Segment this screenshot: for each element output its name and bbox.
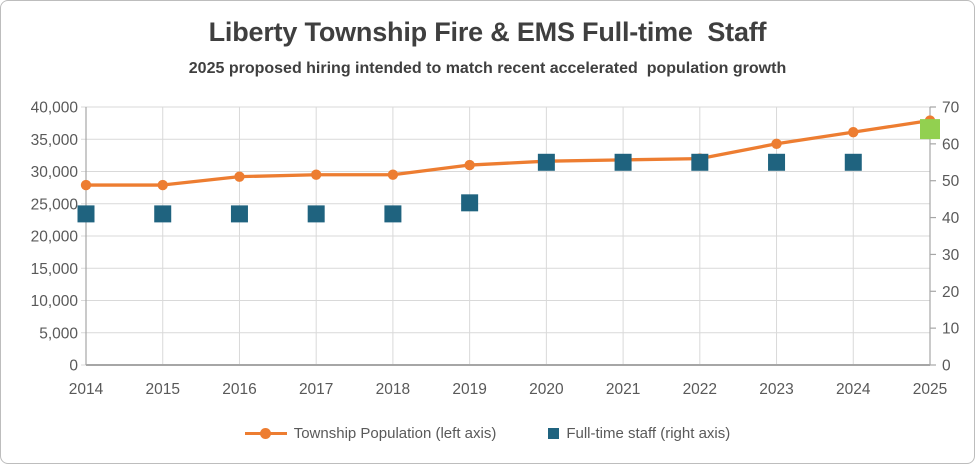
staff-point-2020: [537, 153, 555, 171]
svg-text:2015: 2015: [145, 381, 179, 398]
staff-point-2015: [154, 205, 172, 223]
svg-text:2022: 2022: [683, 381, 717, 398]
population-point-2016: [234, 171, 245, 182]
population-point-2019: [464, 159, 475, 171]
legend-item-population: Township Population (left axis): [244, 424, 497, 442]
svg-text:10: 10: [942, 321, 960, 338]
staff-point-2022: [691, 153, 709, 171]
svg-text:5,000: 5,000: [39, 325, 78, 342]
population-point-2023: [771, 138, 782, 149]
right-axis-labels: 0 10 20 30 40 50 60 70: [942, 100, 960, 375]
svg-text:2018: 2018: [376, 381, 410, 398]
svg-text:2014: 2014: [69, 381, 104, 398]
series-township-population: [80, 115, 936, 191]
svg-text:40,000: 40,000: [31, 100, 79, 117]
x-axis-labels: 2014 2015 2016 2017 2018 2019 2020 2021 2022 2023…: [69, 381, 947, 398]
svg-text:30: 30: [942, 247, 960, 264]
svg-text:35,000: 35,000: [31, 132, 79, 149]
left-axis-labels: 0 5,000 10,000 15,000 20,000 25,000 30,000 35,0…: [31, 100, 79, 375]
svg-text:60: 60: [942, 136, 960, 153]
svg-text:2021: 2021: [606, 381, 640, 398]
square-swatch-icon: [548, 427, 560, 439]
population-point-2018: [387, 169, 399, 180]
staff-point-2021: [614, 153, 632, 171]
population-point-2017: [310, 169, 322, 180]
svg-text:0: 0: [69, 358, 78, 375]
svg-text:40: 40: [942, 210, 960, 227]
line-circle-swatch-icon: [244, 427, 287, 440]
svg-text:2016: 2016: [222, 381, 256, 398]
legend-label-population: Township Population (left axis): [293, 424, 497, 442]
staff-point-2019: [461, 194, 479, 212]
svg-text:2020: 2020: [529, 381, 564, 398]
svg-text:2025: 2025: [913, 381, 947, 398]
legend-label-staff: Full-time staff (right axis): [566, 424, 731, 442]
svg-text:30,000: 30,000: [31, 164, 79, 181]
staff-point-2016: [230, 205, 248, 223]
svg-text:50: 50: [942, 173, 960, 190]
svg-text:10,000: 10,000: [31, 293, 79, 310]
svg-text:70: 70: [942, 100, 960, 117]
svg-text:20,000: 20,000: [31, 229, 79, 246]
chart-subtitle: 2025 proposed hiring intended to match r…: [188, 60, 787, 77]
staff-point-2018: [384, 205, 402, 223]
proposed-staff-point-2025: [920, 119, 940, 140]
svg-text:0: 0: [942, 358, 951, 375]
chart-legend: Township Population (left axis) Full-tim…: [1, 420, 974, 446]
svg-text:2024: 2024: [836, 381, 871, 398]
staff-point-2023: [768, 153, 786, 171]
gridlines: [81, 106, 931, 366]
population-point-2014: [80, 179, 92, 191]
svg-text:2017: 2017: [299, 381, 333, 398]
svg-text:15,000: 15,000: [31, 261, 79, 278]
chart-title: Liberty Township Fire & EMS Full-time St…: [208, 17, 767, 47]
staff-point-2024: [844, 153, 862, 171]
staff-point-2014: [77, 205, 95, 223]
legend-item-staff: Full-time staff (right axis): [548, 425, 730, 442]
staff-point-2017: [307, 205, 325, 223]
population-point-2024: [848, 126, 859, 138]
axis-lines: [85, 106, 936, 366]
series-full-time-staff: [77, 119, 940, 223]
svg-text:25,000: 25,000: [31, 196, 79, 213]
svg-text:2019: 2019: [452, 381, 486, 398]
population-point-2015: [157, 179, 168, 191]
svg-text:2023: 2023: [759, 381, 793, 398]
svg-text:20: 20: [942, 284, 960, 301]
